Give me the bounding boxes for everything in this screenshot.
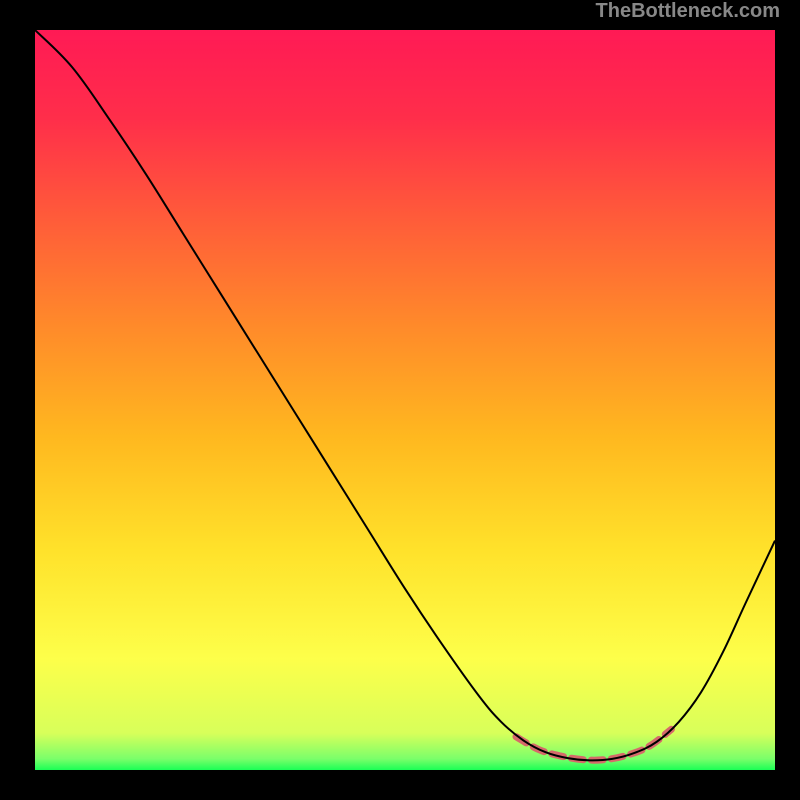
- chart-container: TheBottleneck.com: [0, 0, 800, 800]
- gradient-background: [35, 30, 775, 770]
- watermark-text: TheBottleneck.com: [596, 0, 780, 23]
- plot-area: [35, 30, 775, 770]
